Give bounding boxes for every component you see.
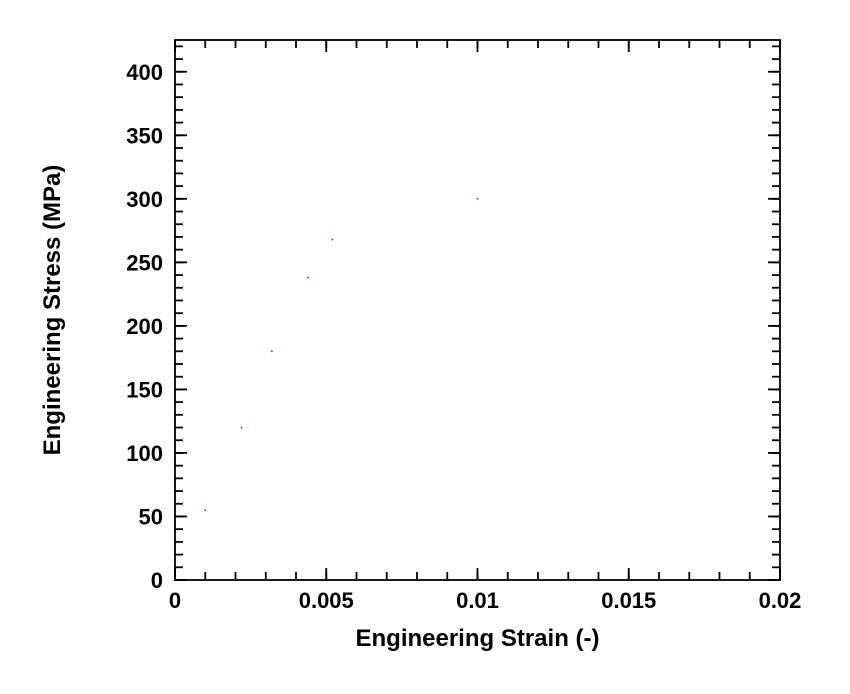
stress-strain-chart: 0 0.005 0.01 0.015 0.02 0 50 100 150 200 250 300 350…: [0, 0, 850, 694]
y-tick-label: 50: [139, 504, 163, 529]
data-point: [241, 427, 243, 429]
x-tick-label: 0.01: [456, 588, 499, 613]
data-point: [307, 277, 309, 279]
data-point: [331, 238, 333, 240]
y-tick-label: 350: [126, 123, 163, 148]
data-point: [204, 509, 206, 511]
x-axis-label: Engineering Strain (-): [355, 625, 599, 652]
y-tick-label: 400: [126, 60, 163, 85]
plot-border: [175, 40, 780, 580]
y-tick-label: 150: [126, 377, 163, 402]
x-tick-label: 0.015: [601, 588, 656, 613]
x-tick-label: 0: [169, 588, 181, 613]
x-tick-label: 0.005: [299, 588, 354, 613]
data-point: [477, 198, 479, 200]
y-tick-label: 250: [126, 250, 163, 275]
y-tick-label: 0: [151, 568, 163, 593]
x-tick-label: 0.02: [759, 588, 802, 613]
y-axis-label: Engineering Stress (MPa): [39, 165, 66, 456]
chart-svg: 0 0.005 0.01 0.015 0.02 0 50 100 150 200 250 300 350…: [0, 0, 850, 694]
data-point: [271, 350, 273, 352]
y-tick-label: 200: [126, 314, 163, 339]
y-tick-label: 100: [126, 441, 163, 466]
y-tick-label: 300: [126, 187, 163, 212]
